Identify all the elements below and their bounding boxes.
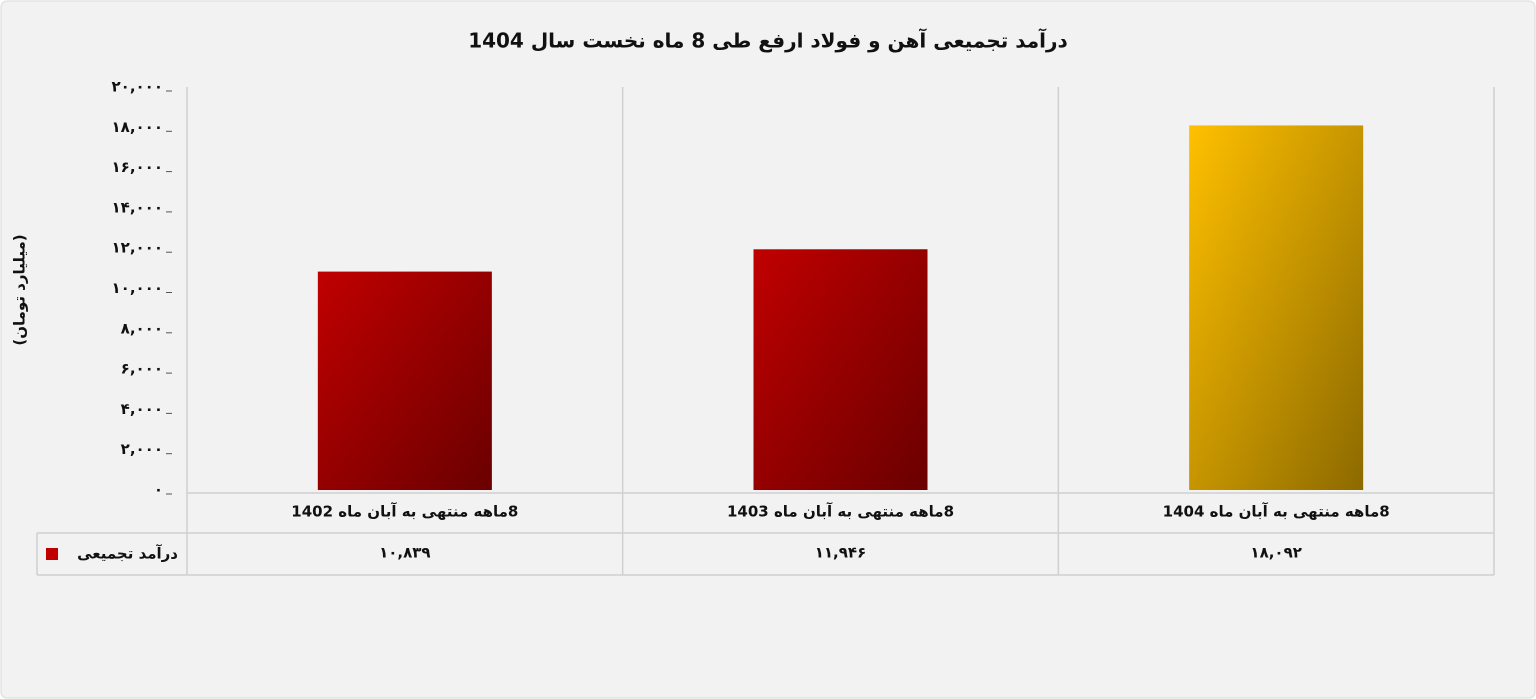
bar-shade: [753, 249, 928, 490]
bar-shade: [317, 271, 492, 490]
x-tick-label: 8ماهه منتهی به آبان ماه 1402: [291, 503, 518, 521]
chart-title: درآمد تجمیعی آهن و فولاد ارفع طی 8 ماه ن…: [468, 28, 1068, 53]
y-tick-label: ۱۲,۰۰۰: [112, 239, 163, 257]
y-tick-label: ۰: [154, 481, 163, 499]
y-tick-label: ۴,۰۰۰: [121, 400, 163, 418]
x-tick-label: 8ماهه منتهی به آبان ماه 1404: [1163, 503, 1390, 521]
table-value: ۱۸,۰۹۲: [1250, 544, 1301, 562]
y-axis-label: (میلیارد تومان): [11, 234, 29, 345]
y-tick-label: ۲۰,۰۰۰: [112, 78, 163, 96]
y-tick-label: ۱۴,۰۰۰: [112, 198, 163, 216]
y-tick-label: ۱۰,۰۰۰: [112, 279, 163, 297]
x-tick-label: 8ماهه منتهی به آبان ماه 1403: [727, 503, 954, 521]
y-tick-label: ۱۶,۰۰۰: [112, 158, 163, 176]
y-tick-label: ۶,۰۰۰: [121, 360, 163, 378]
legend-label: درآمد تجمیعی: [77, 545, 178, 563]
table-value: ۱۰,۸۳۹: [379, 544, 430, 562]
y-tick-label: ۱۸,۰۰۰: [112, 118, 163, 136]
legend-swatch: [46, 548, 58, 560]
y-tick-label: ۸,۰۰۰: [121, 319, 163, 337]
table-value: ۱۱,۹۴۶: [815, 544, 866, 562]
bar-shade: [1189, 125, 1364, 490]
y-tick-label: ۲,۰۰۰: [121, 440, 163, 458]
